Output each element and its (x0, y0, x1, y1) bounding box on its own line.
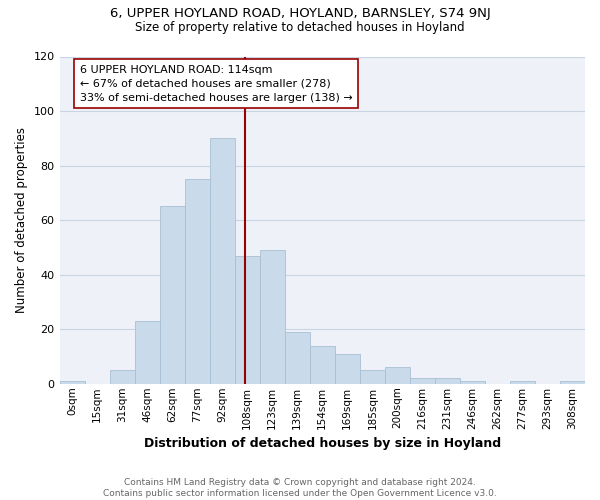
Y-axis label: Number of detached properties: Number of detached properties (15, 127, 28, 313)
Bar (285, 332, 310, 384)
Bar (260, 250, 285, 384)
Bar (235, 256, 260, 384)
Bar (335, 354, 360, 384)
Bar (209, 138, 235, 384)
Bar (134, 321, 160, 384)
Bar (59, 381, 85, 384)
Bar (435, 378, 460, 384)
Bar (560, 381, 585, 384)
X-axis label: Distribution of detached houses by size in Hoyland: Distribution of detached houses by size … (144, 437, 501, 450)
Bar (185, 179, 209, 384)
Text: Contains HM Land Registry data © Crown copyright and database right 2024.
Contai: Contains HM Land Registry data © Crown c… (103, 478, 497, 498)
Text: 6, UPPER HOYLAND ROAD, HOYLAND, BARNSLEY, S74 9NJ: 6, UPPER HOYLAND ROAD, HOYLAND, BARNSLEY… (110, 8, 490, 20)
Bar (385, 368, 410, 384)
Bar (460, 381, 485, 384)
Bar (510, 381, 535, 384)
Bar (110, 370, 134, 384)
Bar (360, 370, 385, 384)
Text: 6 UPPER HOYLAND ROAD: 114sqm
← 67% of detached houses are smaller (278)
33% of s: 6 UPPER HOYLAND ROAD: 114sqm ← 67% of de… (80, 64, 352, 102)
Text: Size of property relative to detached houses in Hoyland: Size of property relative to detached ho… (135, 21, 465, 34)
Bar (410, 378, 435, 384)
Bar (310, 346, 335, 384)
Bar (160, 206, 185, 384)
